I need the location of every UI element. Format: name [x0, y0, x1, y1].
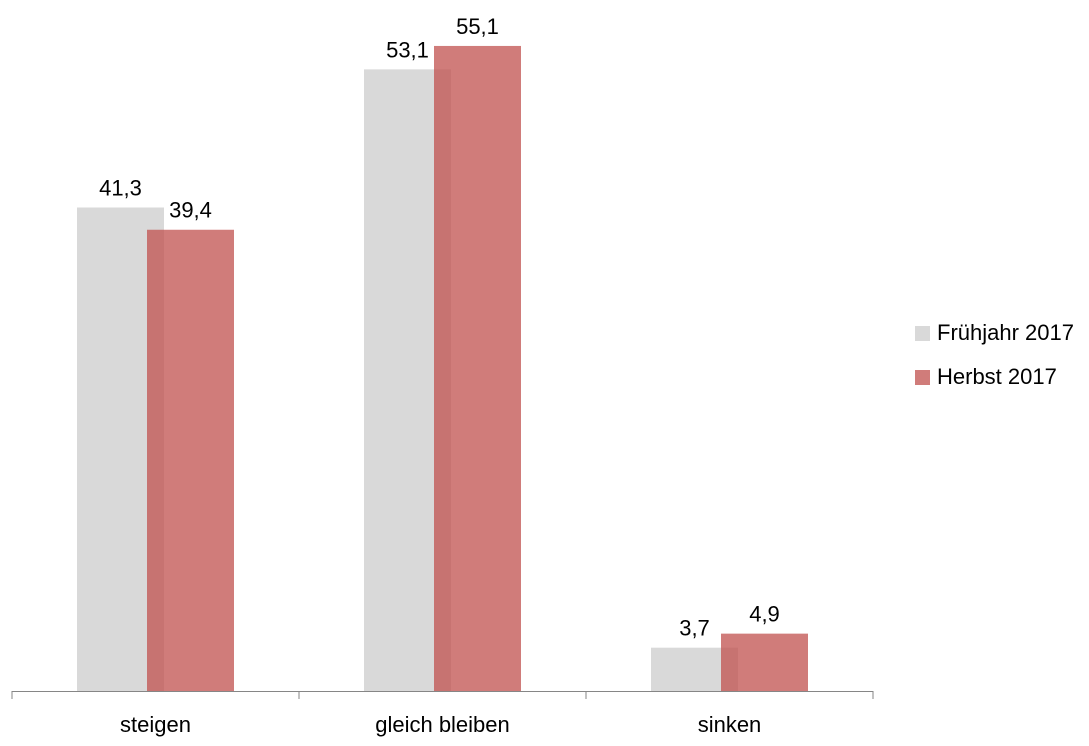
- legend-label-series-1: Herbst 2017: [937, 364, 1057, 389]
- bar-series-1-1: [434, 45, 521, 691]
- data-label-series-1-1: 55,1: [456, 14, 499, 39]
- x-tick-label-0: steigen: [120, 712, 191, 737]
- data-label-series-0-0: 41,3: [99, 176, 142, 201]
- legend-swatch-series-0: [915, 325, 930, 341]
- x-tick-label-1: gleich bleiben: [375, 712, 510, 737]
- data-label-series-0-2: 3,7: [679, 616, 710, 641]
- legend-swatch-series-1: [915, 369, 930, 385]
- data-label-series-1-0: 39,4: [169, 198, 212, 223]
- data-label-series-0-1: 53,1: [386, 37, 429, 62]
- x-tick-label-2: sinken: [698, 712, 762, 737]
- legend-item-series-0: Frühjahr 2017: [915, 320, 1074, 346]
- legend-item-series-1: Herbst 2017: [915, 364, 1074, 390]
- legend: Frühjahr 2017 Herbst 2017: [915, 320, 1074, 408]
- bar-series-1-0: [147, 229, 234, 691]
- data-label-series-1-2: 4,9: [749, 602, 780, 627]
- bar-series-1-2: [721, 633, 808, 691]
- legend-label-series-0: Frühjahr 2017: [937, 320, 1074, 345]
